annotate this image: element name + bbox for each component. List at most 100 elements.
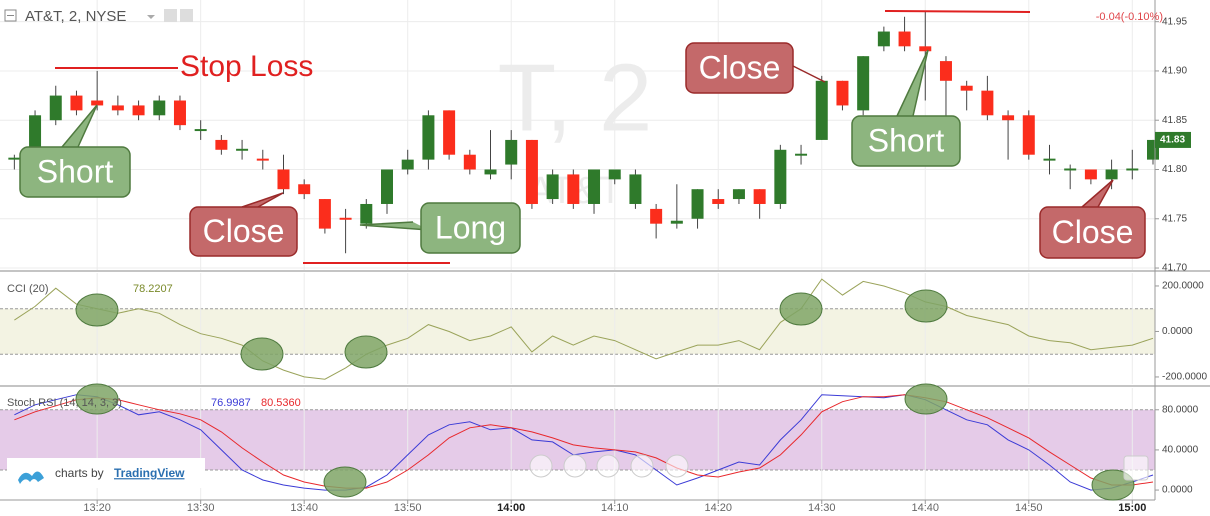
nav-buttons: [529, 454, 1149, 481]
candle-body: [567, 174, 580, 204]
candle-body: [422, 115, 435, 160]
candle-body: [484, 169, 497, 175]
stop-loss-line: [884, 10, 1031, 13]
candle-body: [795, 153, 808, 156]
candle-body: [1084, 169, 1097, 180]
y-tick-label: 41.95: [1162, 16, 1187, 27]
signal-circles: [75, 289, 1135, 501]
candle-body: [1105, 169, 1118, 180]
candle-body: [774, 149, 787, 204]
candle-body: [8, 157, 21, 160]
candle-body: [111, 105, 124, 111]
last-price-label: 41.83: [1160, 135, 1185, 146]
branding-link[interactable]: TradingView: [114, 466, 185, 480]
y-tick-label: 41.75: [1162, 213, 1187, 224]
candle-body: [401, 159, 414, 170]
annotations: Stop Loss Short Close Long Close Short Close: [19, 42, 1146, 259]
annotation: Close: [203, 213, 285, 249]
candle-body: [629, 174, 642, 204]
signal-circle: [323, 466, 367, 498]
signal-circle: [75, 293, 119, 327]
callout-box: [685, 42, 794, 94]
candle-body: [712, 199, 725, 204]
candle-body: [650, 208, 663, 224]
candle-body: [898, 31, 911, 47]
candle-body: [215, 139, 228, 150]
candle-body: [1043, 158, 1056, 161]
signal-circle: [904, 289, 948, 323]
band: [0, 308, 1155, 355]
signal-circle: [75, 383, 119, 415]
callout-pointer: [359, 221, 430, 231]
candle-body: [981, 90, 994, 116]
indicator-line: [14, 394, 1154, 489]
indicator-readout: 78.2207: [133, 283, 173, 295]
signal-circle: [344, 335, 388, 369]
candle-body: [236, 148, 249, 151]
x-tick-label: 14:50: [1015, 502, 1043, 514]
candle-body: [194, 129, 207, 132]
dropdown-icon[interactable]: [147, 15, 155, 19]
logo[interactable]: [18, 471, 44, 484]
y-tick-label: 80.0000: [1162, 404, 1199, 415]
annotation: Short: [37, 153, 114, 189]
callout-box: [189, 206, 298, 257]
last-price-box: [1155, 131, 1191, 148]
candle-body: [153, 100, 166, 116]
annotation: Close: [699, 49, 781, 85]
indicator-readout: 76.9987: [211, 397, 251, 409]
axes: 13:20 13:30 13:40 13:50 14:00 14:10 14:20 14:30…: [83, 16, 1207, 514]
branding-prefix: charts by: [55, 466, 104, 480]
x-tick-label: 14:20: [704, 502, 732, 514]
nav-button[interactable]: [563, 454, 587, 478]
x-tick-label: 14:00: [497, 502, 525, 514]
settings-icon[interactable]: [180, 9, 193, 22]
indicator-readout: 80.5360: [261, 397, 301, 409]
x-tick-label: 13:50: [394, 502, 422, 514]
y-tick-label: 41.90: [1162, 66, 1187, 77]
nav-button[interactable]: [529, 454, 553, 478]
candle-body: [318, 199, 331, 229]
candle-body: [1064, 168, 1077, 171]
candle-body: [939, 61, 952, 81]
scroll-button[interactable]: [1123, 455, 1149, 481]
y-tick-label: -200.0000: [1162, 372, 1207, 383]
callout-box: [420, 202, 521, 254]
candle-body: [546, 174, 559, 200]
x-tick-label: 14:40: [912, 502, 940, 514]
signal-circle: [240, 337, 284, 371]
y-tick-label: 200.0000: [1162, 281, 1204, 292]
collapse-icon[interactable]: [4, 9, 17, 22]
settings-icon[interactable]: [164, 9, 177, 22]
indicator-line: [14, 278, 1154, 380]
nav-button[interactable]: [630, 454, 654, 478]
y-tick-label: 40.0000: [1162, 445, 1199, 456]
annotation: Short: [868, 122, 945, 158]
candle-body: [670, 220, 683, 224]
x-tick-label: 13:20: [83, 502, 111, 514]
x-tick-label: 15:00: [1118, 502, 1146, 514]
nav-button[interactable]: [596, 454, 620, 478]
indicator-title: CCI (20): [7, 283, 49, 295]
callout-box: [19, 146, 131, 198]
callout-pointer: [61, 104, 98, 148]
candle-body: [732, 189, 745, 200]
x-tick-label: 13:30: [187, 502, 215, 514]
candle-body: [608, 169, 621, 180]
annotation: Long: [435, 209, 506, 245]
candle-body: [1022, 115, 1035, 155]
indicator-line: [14, 394, 1154, 491]
nav-button[interactable]: [665, 454, 689, 478]
candle-body: [132, 105, 145, 116]
annotation: Close: [1052, 214, 1134, 250]
candle-body: [339, 217, 352, 220]
signal-circle: [904, 383, 948, 415]
candle-body: [857, 56, 870, 111]
symbol: AT&T, 2, NYSE: [25, 8, 126, 25]
candle-body: [443, 110, 456, 155]
candle-body: [960, 85, 973, 91]
callout-box: [851, 115, 961, 167]
indicator-title: Stoch RSI (14, 14, 3, 3): [7, 397, 122, 409]
